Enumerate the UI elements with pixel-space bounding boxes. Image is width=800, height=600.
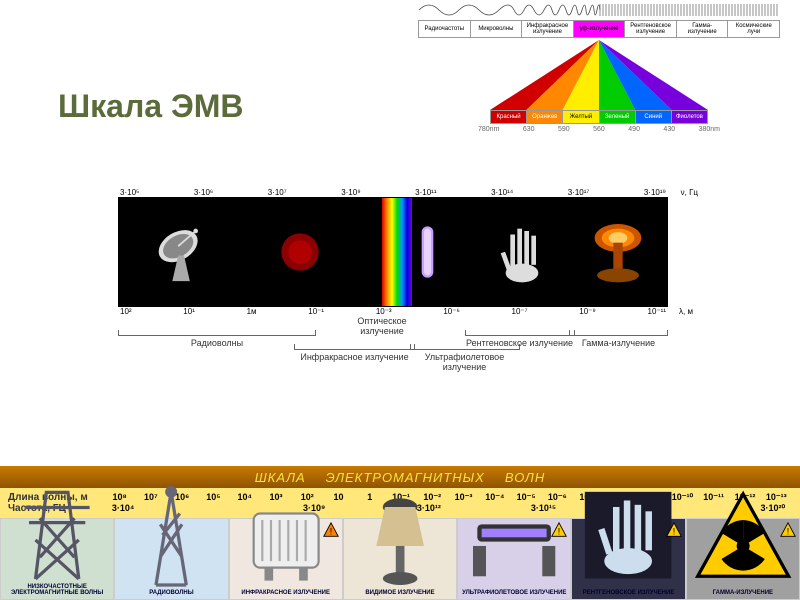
wave-tick-6: 10⁻⁷ <box>512 307 528 316</box>
freq-tick-7: 3·10¹⁹ <box>644 188 666 197</box>
bottom-caption-1: РАДИОВОЛНЫ <box>148 589 194 597</box>
optical-label: Оптическое излучение <box>342 316 422 336</box>
bottom-image-1: РАДИОВОЛНЫ <box>114 518 228 600</box>
svg-text:!: ! <box>787 527 790 537</box>
mini-band-6: Космические лучи <box>728 21 779 37</box>
mini-band-0: Радиочастоты <box>419 21 471 37</box>
color-label-row: КрасныйОранжевЖелтыйЗеленыйСинийФиолетов <box>490 110 708 124</box>
freq-tick-3: 3·10⁹ <box>341 188 360 197</box>
bottom-caption-3: ВИДИМОЕ ИЗЛУЧЕНИЕ <box>364 589 435 597</box>
region-4: Гамма-излучение <box>569 330 668 348</box>
bottom-caption-6: ГАММА-ИЗЛУЧЕНИЕ <box>712 589 774 597</box>
wave-tick-2: 1м <box>247 307 257 316</box>
mini-band-5: Гамма-излучение <box>677 21 729 37</box>
freq-tick-0: 3·10⁵ <box>120 188 139 197</box>
warning-sign-icon: ! <box>665 521 683 539</box>
wl-nm-1: 630 <box>523 126 535 133</box>
wavelength-scale: 10²10¹1м10⁻¹10⁻³10⁻⁶10⁻⁷10⁻⁹10⁻¹¹λ, м <box>118 306 668 316</box>
wl-nm-3: 560 <box>593 126 605 133</box>
bottom-image-4: ! УЛЬТРАФИОЛЕТОВОЕ ИЗЛУЧЕНИЕ <box>457 518 571 600</box>
frequency-scale: 3·10⁵ 3·10⁶ 3·10⁷ 3·10⁹ 3·10¹¹ 3·10¹⁴ 3·10¹⁷ 3·… <box>118 188 668 198</box>
wl-nm-4: 490 <box>628 126 640 133</box>
region-2: Ультрафиолетовое излучение <box>410 344 520 372</box>
freq-unit: ν, Гц <box>681 188 698 197</box>
freq-tick-4: 3·10¹¹ <box>415 188 436 197</box>
svg-text:!: ! <box>330 527 333 537</box>
bottom-image-6: ! ГАММА-ИЗЛУЧЕНИЕ <box>686 518 800 600</box>
wave-tick-5: 10⁻⁶ <box>443 307 459 316</box>
freq-tick-5: 3·10¹⁴ <box>491 188 513 197</box>
prism-rays <box>418 40 780 110</box>
gamma-explosion-icon <box>567 198 668 306</box>
wl-nm-2: 590 <box>558 126 570 133</box>
wave-frequency-line <box>418 0 780 20</box>
wave-tick-3: 10⁻¹ <box>308 307 324 316</box>
freq-tick-1: 3·10⁶ <box>194 188 213 197</box>
region-brackets: Оптическое излучение РадиоволныИнфракрас… <box>118 316 668 366</box>
color-label-5: Фиолетов <box>672 111 707 123</box>
mini-band-4: Рентгеновское излучение <box>625 21 677 37</box>
visible-spectrum-strip <box>382 198 412 306</box>
wave-tick-8: 10⁻¹¹ <box>648 307 666 316</box>
color-label-3: Зеленый <box>600 111 636 123</box>
xray-hand-icon <box>476 198 567 306</box>
wave-unit: λ, м <box>679 307 693 316</box>
infrared-glow-icon <box>249 198 350 306</box>
region-3: Рентгеновское излучение <box>465 330 575 348</box>
slide-title: Шкала ЭМВ <box>58 88 244 125</box>
wave-tick-7: 10⁻⁹ <box>579 307 596 316</box>
black-band <box>118 198 668 306</box>
bottom-caption-4: УЛЬТРАФИОЛЕТОВОЕ ИЗЛУЧЕНИЕ <box>461 589 567 597</box>
mini-spectrum-diagram: РадиочастотыМикроволныИнфракрасное излуч… <box>418 0 780 133</box>
color-label-4: Синий <box>636 111 672 123</box>
bottom-image-strip: НИЗКОЧАСТОТНЫЕ ЭЛЕКТРОМАГНИТНЫЕ ВОЛНЫ РАД… <box>0 518 800 600</box>
mini-band-3: уф-излучение <box>574 21 626 37</box>
bottom-image-3: ВИДИМОЕ ИЗЛУЧЕНИЕ <box>343 518 457 600</box>
main-em-chart: 3·10⁵ 3·10⁶ 3·10⁷ 3·10⁹ 3·10¹¹ 3·10¹⁴ 3·10¹⁷ 3·… <box>118 188 668 366</box>
warning-sign-icon: ! <box>779 521 797 539</box>
svg-text:!: ! <box>558 527 561 537</box>
wave-tick-1: 10¹ <box>183 307 195 316</box>
bottom-icon-1 <box>117 481 225 589</box>
wl-nm-0: 780nm <box>478 126 499 133</box>
bottom-image-2: ! ИНФРАКРАСНОЕ ИЗЛУЧЕНИЕ <box>229 518 343 600</box>
mini-band-2: Инфракрасное излучение <box>522 21 574 37</box>
bottom-image-5: ! РЕНТГЕНОВСКОЕ ИЗЛУЧЕНИЕ <box>571 518 685 600</box>
freq-tick-2: 3·10⁷ <box>268 188 287 197</box>
mini-band-1: Микроволны <box>471 21 523 37</box>
bottom-caption-2: ИНФРАКРАСНОЕ ИЗЛУЧЕНИЕ <box>240 589 331 597</box>
freq-tick-6: 3·10¹⁷ <box>568 188 590 197</box>
wave-tick-4: 10⁻³ <box>376 307 392 316</box>
wl-nm-5: 430 <box>663 126 675 133</box>
warning-sign-icon: ! <box>322 521 340 539</box>
svg-text:!: ! <box>672 527 675 537</box>
color-label-1: Оранжев <box>527 111 563 123</box>
wl-nm-6: 380nm <box>699 126 720 133</box>
region-0: Радиоволны <box>118 330 316 348</box>
mini-band-row: РадиочастотыМикроволныИнфракрасное излуч… <box>418 20 780 38</box>
bottom-caption-0: НИЗКОЧАСТОТНЫЕ ЭЛЕКТРОМАГНИТНЫЕ ВОЛНЫ <box>3 583 111 597</box>
wavelength-nm-row: 780nm 630 590 560 490 430 380nm <box>478 126 720 133</box>
wave-tick-0: 10² <box>120 307 132 316</box>
region-1: Инфракрасное излучение <box>294 344 415 362</box>
color-label-0: Красный <box>491 111 527 123</box>
warning-sign-icon: ! <box>550 521 568 539</box>
bottom-icon-0 <box>3 475 111 583</box>
bottom-icon-3 <box>346 481 454 589</box>
bottom-image-0: НИЗКОЧАСТОТНЫЕ ЭЛЕКТРОМАГНИТНЫЕ ВОЛНЫ <box>0 518 114 600</box>
bottom-caption-5: РЕНТГЕНОВСКОЕ ИЗЛУЧЕНИЕ <box>582 589 676 597</box>
color-label-2: Желтый <box>563 111 599 123</box>
radio-dish-icon <box>118 198 249 306</box>
